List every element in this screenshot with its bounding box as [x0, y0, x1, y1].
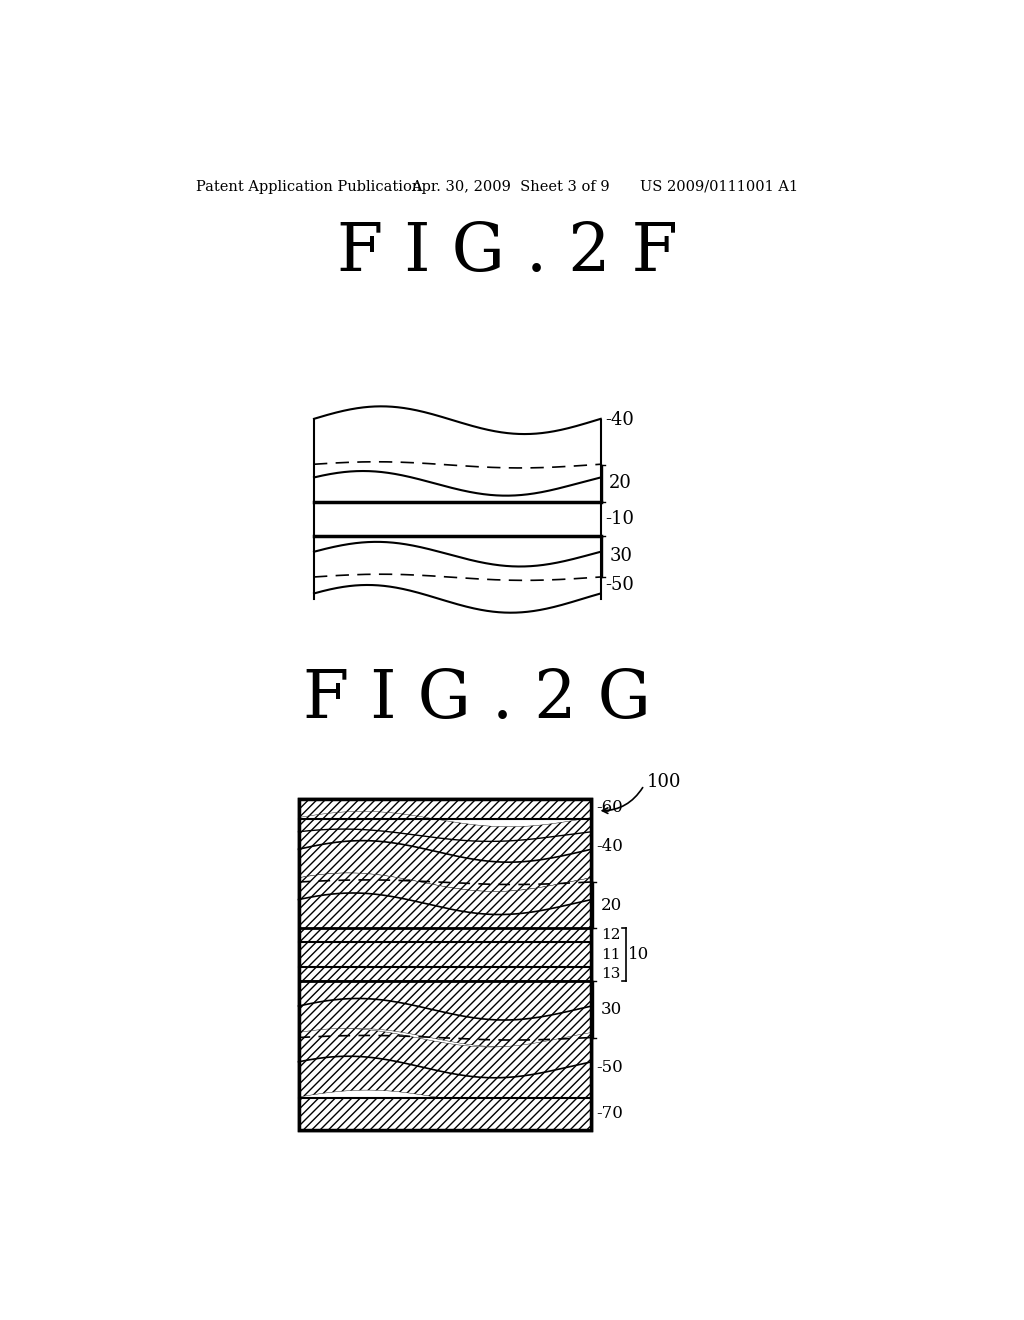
- Text: 12: 12: [601, 928, 621, 942]
- Text: -10: -10: [605, 510, 635, 528]
- Text: 13: 13: [601, 966, 621, 981]
- Text: US 2009/0111001 A1: US 2009/0111001 A1: [640, 180, 798, 194]
- Text: -70: -70: [596, 1105, 623, 1122]
- Text: Patent Application Publication: Patent Application Publication: [197, 180, 422, 194]
- Text: F I G . 2 G: F I G . 2 G: [303, 667, 650, 731]
- Text: -50: -50: [605, 576, 634, 594]
- Bar: [299, 799, 592, 1130]
- Text: -40: -40: [596, 838, 623, 855]
- Text: -60: -60: [596, 799, 623, 816]
- Text: -40: -40: [605, 412, 634, 429]
- Text: 20: 20: [601, 896, 622, 913]
- Text: 100: 100: [646, 774, 681, 791]
- Text: 30: 30: [601, 1001, 622, 1018]
- Bar: [299, 799, 592, 1130]
- Text: F I G . 2 F: F I G . 2 F: [337, 220, 678, 285]
- Text: 10: 10: [628, 946, 649, 964]
- Text: 20: 20: [609, 474, 632, 492]
- Text: Apr. 30, 2009  Sheet 3 of 9: Apr. 30, 2009 Sheet 3 of 9: [411, 180, 609, 194]
- Text: -50: -50: [596, 1059, 623, 1076]
- Text: 11: 11: [601, 948, 621, 961]
- Text: 30: 30: [609, 548, 632, 565]
